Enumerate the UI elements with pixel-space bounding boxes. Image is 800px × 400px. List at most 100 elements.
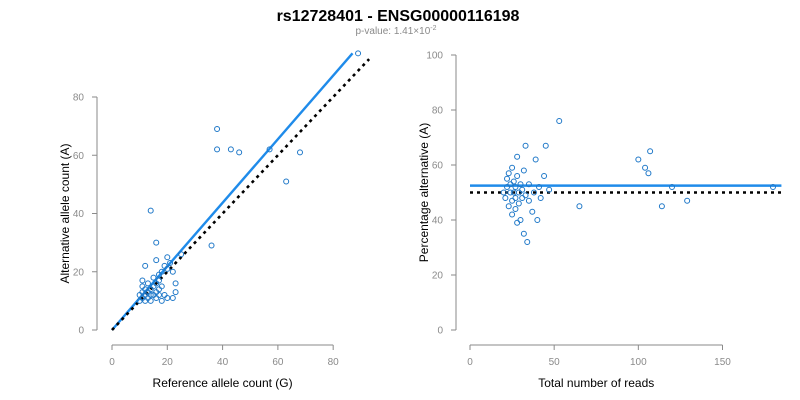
x-axis-title: Reference allele count (G) — [153, 376, 293, 390]
data-point — [266, 146, 273, 153]
data-point — [509, 197, 516, 204]
left-scatter-panel: 0 20 40 60 80 0 20 40 60 80 Reference allele count… — [58, 50, 371, 390]
x-tick-label: 100 — [630, 357, 647, 368]
data-point — [546, 186, 553, 193]
data-point — [139, 277, 146, 284]
pvalue-exponent: -2 — [430, 25, 436, 32]
data-point — [770, 184, 776, 190]
data-point — [534, 217, 541, 223]
chart-title: rs12728401 - ENSG00000116198 — [277, 8, 520, 25]
data-point — [147, 297, 154, 304]
data-point — [505, 203, 512, 210]
y-tick-label: 20 — [432, 271, 444, 282]
data-point — [517, 217, 524, 223]
data-point — [512, 206, 519, 212]
data-point — [517, 181, 524, 188]
reference-line — [111, 58, 371, 331]
data-point — [172, 289, 179, 296]
data-point — [147, 292, 154, 299]
y-tick-label: 0 — [437, 326, 443, 337]
data-point — [522, 192, 529, 199]
data-point — [297, 149, 303, 156]
data-point — [512, 184, 519, 190]
data-point — [525, 197, 532, 204]
data-point — [208, 242, 215, 249]
data-point — [645, 170, 652, 177]
data-point — [556, 118, 563, 124]
data-point — [158, 268, 165, 275]
data-point — [355, 50, 362, 57]
data-point — [169, 268, 176, 275]
data-point — [510, 178, 517, 185]
data-point — [532, 156, 539, 163]
data-point — [158, 297, 165, 304]
data-point — [178, 251, 185, 258]
x-tick-label: 40 — [217, 357, 229, 368]
y-tick-label: 0 — [78, 326, 84, 337]
x-tick-label: 20 — [162, 357, 174, 368]
data-point — [167, 260, 174, 267]
data-point — [153, 239, 160, 246]
right-scatter-panel: 0 50 100 150 0 20 40 60 80 100 Total number of rea… — [417, 51, 782, 390]
data-point — [236, 149, 243, 156]
data-point — [500, 189, 507, 196]
data-point — [542, 142, 549, 149]
data-point — [642, 164, 649, 171]
data-point — [164, 294, 171, 301]
y-tick-label: 80 — [432, 106, 444, 117]
pvalue-subtitle: p-value: 1.41×10-2 — [355, 25, 436, 37]
data-point — [153, 257, 160, 264]
data-point — [283, 178, 290, 185]
data-point — [144, 280, 151, 287]
y-axis-title: Alternative allele count (A) — [58, 143, 72, 283]
x-tick-label: 150 — [714, 357, 731, 368]
data-point — [635, 156, 642, 163]
data-point — [164, 254, 171, 261]
point-layer — [500, 118, 776, 245]
data-point — [524, 239, 531, 245]
x-tick-label: 80 — [328, 357, 340, 368]
data-point — [172, 280, 179, 287]
y-tick-label: 100 — [426, 51, 443, 62]
data-point — [142, 262, 149, 269]
line-layer — [111, 52, 371, 331]
data-point — [158, 283, 165, 290]
data-point — [522, 142, 529, 149]
data-point — [520, 167, 527, 174]
data-point — [537, 195, 544, 201]
x-tick-label: 0 — [109, 357, 115, 368]
data-point — [509, 164, 516, 171]
data-point — [519, 195, 526, 201]
data-point — [164, 265, 171, 272]
data-point — [530, 189, 537, 196]
data-point — [502, 195, 509, 201]
data-point — [519, 186, 526, 193]
data-point — [514, 173, 521, 179]
data-point — [520, 230, 527, 237]
data-point — [214, 146, 221, 153]
data-point — [509, 211, 516, 218]
data-point — [515, 200, 522, 207]
data-point — [647, 148, 654, 155]
data-point — [505, 170, 512, 177]
y-tick-label: 20 — [73, 267, 85, 278]
y-tick-label: 40 — [432, 216, 444, 227]
data-point — [169, 294, 176, 301]
data-point — [536, 184, 543, 190]
data-point — [514, 153, 521, 160]
data-point — [576, 203, 583, 210]
point-layer — [136, 50, 362, 304]
data-point — [658, 203, 665, 210]
x-tick-label: 60 — [272, 357, 284, 368]
data-point — [147, 207, 154, 214]
y-axis-title: Percentage alternative (A) — [417, 123, 431, 262]
data-point — [514, 219, 521, 226]
y-tick-label: 60 — [73, 151, 85, 162]
data-point — [529, 208, 536, 215]
data-point — [684, 197, 691, 204]
y-tick-label: 40 — [73, 209, 85, 220]
data-point — [669, 184, 675, 190]
data-point — [507, 189, 514, 196]
data-point — [150, 274, 157, 281]
